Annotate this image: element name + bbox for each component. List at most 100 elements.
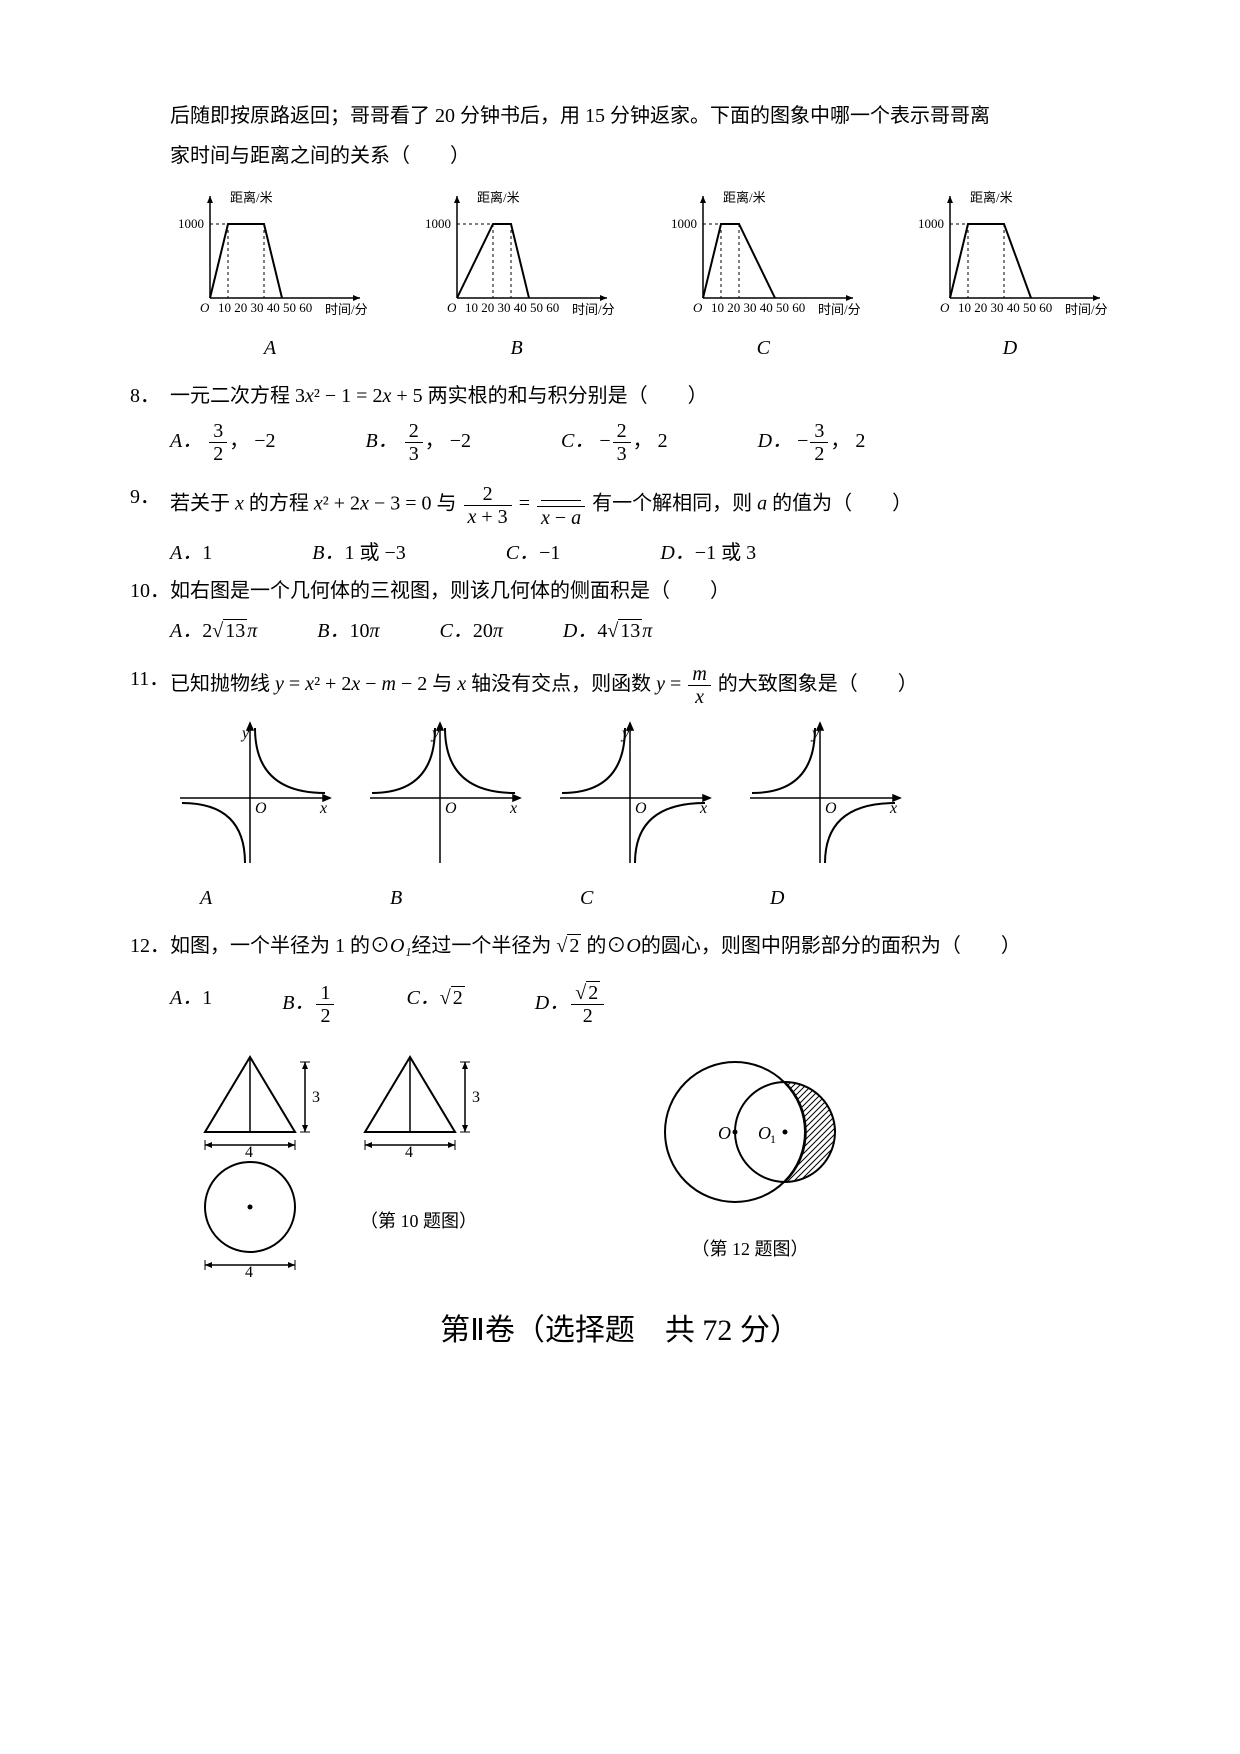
svg-text:4: 4 xyxy=(245,1144,253,1157)
svg-text:O: O xyxy=(718,1123,731,1143)
q11-num: 11． xyxy=(130,663,170,695)
fig10-views: 4 3 4 3 xyxy=(190,1047,480,1277)
q8-body: 一元二次方程 3x² − 1 = 2x + 5 两实根的和与积分别是（ ） xyxy=(170,380,1110,412)
svg-text:时间/分: 时间/分 xyxy=(1065,302,1108,317)
svg-text:3: 3 xyxy=(312,1089,320,1106)
q11: 11． 已知抛物线 y = x² + 2x − m − 2 与 x 轴没有交点，… xyxy=(130,663,1110,708)
fig10-triangle1: 4 3 xyxy=(190,1047,320,1157)
figures-row: 4 3 4 3 xyxy=(190,1047,1110,1277)
q12-num: 12． xyxy=(130,930,170,962)
q7-charts: 距离/米 1000 O 10 20 30 40 50 60 时间/分 A 距离/… xyxy=(170,188,1110,364)
svg-text:时间/分: 时间/分 xyxy=(818,302,861,317)
svg-text:x: x xyxy=(509,800,517,817)
q10: 10． 如右图是一个几何体的三视图，则该几何体的侧面积是（ ） xyxy=(130,575,1110,607)
q8-text-after: 两实根的和与积分别是（ ） xyxy=(428,385,708,407)
svg-text:O: O xyxy=(447,300,457,315)
chart-C-label: C xyxy=(663,332,863,364)
chart-A-svg: 距离/米 1000 O 10 20 30 40 50 60 时间/分 xyxy=(170,188,370,318)
chart-D-svg: 距离/米 1000 O 10 20 30 40 50 60 时间/分 xyxy=(910,188,1110,318)
q9: 9． 若关于 x 的方程 x² + 2x − 3 = 0 与 2x + 3 = … xyxy=(130,481,1110,529)
q9-frac2: x − a xyxy=(537,481,585,529)
q10-opt-C: C．20π xyxy=(439,615,502,647)
svg-text:10 20 30 40 50 60: 10 20 30 40 50 60 xyxy=(218,300,312,315)
chart-D-label: D xyxy=(910,332,1110,364)
q9-options: A．1 B．1 或 −3 C．−1 D．−1 或 3 xyxy=(170,537,1110,569)
intro-line2: 家时间与距离之间的关系（ ） xyxy=(170,140,1110,172)
svg-text:O: O xyxy=(635,800,647,817)
svg-text:O: O xyxy=(255,800,267,817)
svg-text:3: 3 xyxy=(472,1089,480,1106)
q11-body: 已知抛物线 y = x² + 2x − m − 2 与 x 轴没有交点，则函数 … xyxy=(170,663,1110,708)
graph-A: y x O A xyxy=(170,718,340,914)
q10-opt-B: B．10π xyxy=(317,615,379,647)
intro-line1: 后随即按原路返回；哥哥看了 20 分钟书后，用 15 分钟返家。下面的图象中哪一… xyxy=(170,100,1110,132)
q12-options: A．1 B．12 C．2 D．22 xyxy=(170,982,1110,1027)
q8-options: A． 32， −2 B． 23， −2 C． −23， 2 D． −32， 2 xyxy=(170,420,1110,465)
svg-text:距离/米: 距离/米 xyxy=(230,190,273,205)
chart-B-svg: 距离/米 1000 O 10 20 30 40 50 60 时间/分 xyxy=(417,188,617,318)
q10-body: 如右图是一个几何体的三视图，则该几何体的侧面积是（ ） xyxy=(170,575,1110,607)
q8-opt-A: A． 32， −2 xyxy=(170,420,276,465)
svg-text:4: 4 xyxy=(245,1264,253,1277)
section2-title: 第Ⅱ卷（选择题 共 72 分） xyxy=(130,1307,1110,1355)
q8: 8． 一元二次方程 3x² − 1 = 2x + 5 两实根的和与积分别是（ ） xyxy=(130,380,1110,412)
q9-opt-D: D．−1 或 3 xyxy=(660,537,756,569)
svg-text:10 20 30 40 50 60: 10 20 30 40 50 60 xyxy=(958,300,1052,315)
svg-text:x: x xyxy=(699,800,707,817)
chart-B: 距离/米 1000 O 10 20 30 40 50 60 时间/分 B xyxy=(417,188,617,364)
graph-B: y x O B xyxy=(360,718,530,914)
svg-text:O: O xyxy=(693,300,703,315)
q10-options: A．213π B．10π C．20π D．413π xyxy=(170,615,1110,647)
svg-text:1000: 1000 xyxy=(918,216,944,231)
chart-C: 距离/米 1000 O 10 20 30 40 50 60 时间/分 C xyxy=(663,188,863,364)
svg-text:O: O xyxy=(940,300,950,315)
q9-opt-A: A．1 xyxy=(170,537,212,569)
fig12-caption: （第 12 题图） xyxy=(640,1235,860,1264)
svg-text:O: O xyxy=(445,800,457,817)
q11-graphs: y x O A y x O B y xyxy=(170,718,1110,914)
chart-B-label: B xyxy=(417,332,617,364)
svg-text:y: y xyxy=(620,725,630,742)
q8-opt-D: D． −32， 2 xyxy=(758,420,866,465)
svg-text:O: O xyxy=(825,800,837,817)
q9-opt-B: B．1 或 −3 xyxy=(312,537,406,569)
svg-text:1000: 1000 xyxy=(425,216,451,231)
fig10-triangle2: 4 3 xyxy=(350,1047,480,1157)
graph-C: y x O C xyxy=(550,718,720,914)
svg-text:10 20 30 40 50 60: 10 20 30 40 50 60 xyxy=(465,300,559,315)
q9-num: 9． xyxy=(130,481,170,513)
svg-text:x: x xyxy=(319,800,327,817)
q10-opt-A: A．213π xyxy=(170,615,257,647)
chart-C-svg: 距离/米 1000 O 10 20 30 40 50 60 时间/分 xyxy=(663,188,863,318)
chart-A: 距离/米 1000 O 10 20 30 40 50 60 时间/分 A xyxy=(170,188,370,364)
svg-text:距离/米: 距离/米 xyxy=(723,190,766,205)
q11-eq2: y = xyxy=(656,673,686,695)
fig10-caption: （第 10 题图） xyxy=(360,1207,477,1236)
q10-num: 10． xyxy=(130,575,170,607)
svg-text:10 20 30 40 50 60: 10 20 30 40 50 60 xyxy=(711,300,805,315)
svg-text:y: y xyxy=(810,725,820,742)
q9-eq1: x² + 2x − 3 = 0 xyxy=(314,493,432,515)
q8-opt-B: B． 23， −2 xyxy=(366,420,472,465)
q12: 12． 如图，一个半径为 1 的⊙O₁经过一个半径为 2 的⊙O的圆心，则图中阴… xyxy=(130,930,1110,962)
chart-D: 距离/米 1000 O 10 20 30 40 50 60 时间/分 D xyxy=(910,188,1110,364)
svg-text:4: 4 xyxy=(405,1144,413,1157)
q9-frac1: 2x + 3 xyxy=(464,483,512,528)
q10-opt-D: D．413π xyxy=(563,615,652,647)
svg-text:距离/米: 距离/米 xyxy=(477,190,520,205)
q8-opt-C: C． −23， 2 xyxy=(561,420,668,465)
q12-body: 如图，一个半径为 1 的⊙O₁经过一个半径为 2 的⊙O的圆心，则图中阴影部分的… xyxy=(170,930,1110,962)
q8-eq: 3x² − 1 = 2x + 5 xyxy=(295,385,423,407)
q12-opt-C: C．2 xyxy=(406,982,464,1027)
fig12: O O1 （第 12 题图） xyxy=(640,1047,860,1264)
svg-text:1000: 1000 xyxy=(671,216,697,231)
chart-A-label: A xyxy=(170,332,370,364)
q12-opt-A: A．1 xyxy=(170,982,212,1027)
svg-text:O: O xyxy=(200,300,210,315)
graph-D: y x O D xyxy=(740,718,910,914)
svg-text:x: x xyxy=(889,800,897,817)
svg-text:1: 1 xyxy=(770,1132,776,1146)
svg-text:y: y xyxy=(240,725,250,742)
q9-opt-C: C．−1 xyxy=(506,537,561,569)
q12-opt-D: D．22 xyxy=(535,982,606,1027)
